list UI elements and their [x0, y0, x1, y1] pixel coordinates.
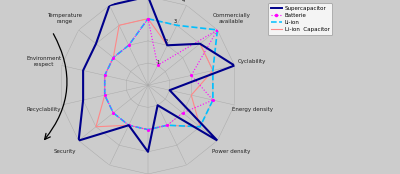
Legend: Supercapacitor, Batterie, Li-ion, Li-ion  Capacitor: Supercapacitor, Batterie, Li-ion, Li-ion… — [268, 3, 332, 35]
